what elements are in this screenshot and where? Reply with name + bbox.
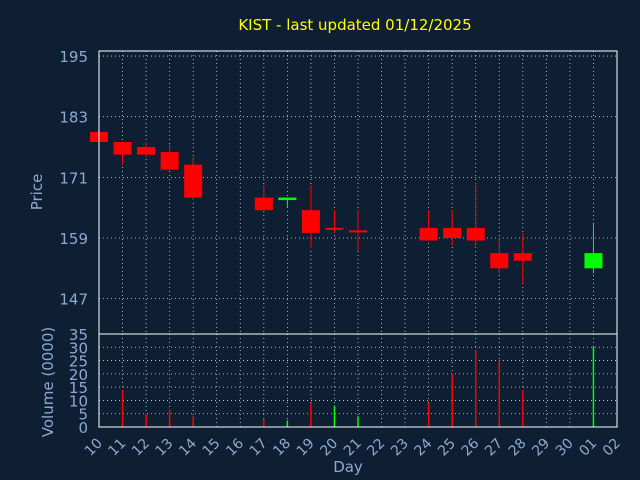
price-axis-label: Price [28,174,46,211]
candle-body [278,197,297,201]
candle-body [466,227,485,241]
day-axis-label: Day [333,458,363,476]
price-candles [90,131,603,284]
price-tick-label: 147 [59,291,88,309]
price-tick-label: 171 [59,169,88,187]
candle-body [254,197,273,211]
volume-bar [498,360,501,427]
price-tick-labels: 195 183 171 159 147 [59,48,88,309]
candle-body [184,164,203,198]
volume-bar [522,389,524,427]
volume-axis-label: Volume (0000) [39,327,57,437]
chart-title: KIST - last updated 01/12/2025 [238,16,471,34]
volume-bar [145,413,147,427]
price-tick-label: 195 [59,48,88,66]
volume-tick-label: 10 [69,392,88,410]
volume-bar [427,403,430,427]
volume-bar [474,349,477,427]
volume-bar [263,419,265,427]
candle-body [137,147,156,155]
volume-tick-label: 35 [69,326,88,344]
candle-body [349,230,367,233]
volume-bar [192,416,194,427]
volume-bar [310,403,312,427]
price-tick-label: 183 [59,109,88,127]
volume-tick-label: 15 [69,379,88,397]
candle-body [160,152,179,170]
volume-tick-label: 5 [78,406,88,424]
volume-bar [333,405,336,427]
volume-tick-label: 0 [78,419,88,437]
candle-body [584,253,603,269]
volume-plot-border [98,333,618,428]
candle-body [113,141,132,155]
volume-bars [98,345,595,427]
volume-bar [592,345,595,427]
volume-bar [451,373,453,427]
candle-body [419,227,438,241]
volume-bar [168,409,171,427]
candle-body [513,253,532,261]
candle-body [301,210,320,233]
volume-bar [286,420,289,427]
candle-body [443,227,462,238]
price-tick-label: 159 [59,230,88,248]
day-tick-labels: 10 11 12 13 14 15 16 17 18 19 20 21 22 23 24 25 26 27 28 29… [82,435,624,459]
candle-body [490,253,509,269]
candle-body [325,227,344,230]
volume-tick-label: 25 [69,353,88,371]
volume-tick-label: 30 [69,339,88,357]
volume-tick-label: 20 [69,366,88,384]
volume-bar [121,389,124,427]
volume-bar [357,416,359,427]
